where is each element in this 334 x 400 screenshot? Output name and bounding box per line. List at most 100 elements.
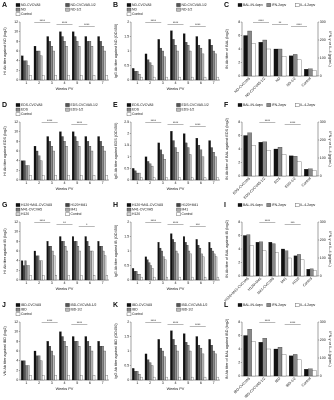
bar (178, 76, 181, 81)
bar (201, 53, 205, 81)
bar (23, 360, 26, 381)
bar (50, 46, 53, 81)
bar (46, 341, 49, 381)
bar (76, 141, 79, 181)
x-tick-label: 5 (187, 381, 189, 385)
legend-label: BAL-IN-4wpv (243, 3, 263, 7)
bar (173, 242, 176, 281)
legend-swatch (266, 103, 271, 107)
panel-label: A (2, 2, 7, 9)
bar (185, 142, 188, 181)
bar (197, 245, 200, 281)
panel: G H120+M41-CVCVA5 H120+M41 M41-CVCVA5 M41 H12… (2, 202, 109, 291)
bar (88, 41, 92, 81)
annotation: **** (40, 19, 46, 23)
legend-swatch (176, 103, 181, 107)
bar (304, 169, 309, 177)
bar (88, 246, 91, 281)
y-axis-title: IgG Ab titer against IB (OD450) (114, 224, 118, 277)
bar (159, 47, 162, 81)
bar (199, 347, 203, 381)
x-tick-label: 7 (213, 181, 215, 185)
bar (52, 150, 55, 181)
bar (101, 146, 104, 181)
bar (84, 336, 88, 381)
bar (29, 275, 32, 281)
bar (148, 362, 152, 381)
bar (288, 155, 294, 177)
bar (172, 39, 175, 81)
x-tick-label: 1 (25, 181, 27, 185)
legend-label: EDS-CVCVA5 (132, 103, 154, 107)
x-tick-label: 7 (213, 381, 215, 385)
bar (213, 253, 216, 281)
y-axis-title: VN Ab titer against IBD (log2) (3, 325, 7, 375)
y-tick-label: 1.5 (124, 334, 129, 338)
panel: H H120+M41-CVCVA5 H120+M41 M41-CVCVA5 M41 H12… (113, 202, 220, 291)
bar (63, 41, 66, 81)
bar (148, 262, 151, 281)
bar (77, 246, 80, 281)
y-tick-label: 0 (238, 274, 240, 278)
y-tick-label: 0 (16, 278, 18, 282)
legend-label: Control (21, 12, 32, 16)
legend-label: H120+M41-CVCVA5 (21, 203, 52, 207)
bar (59, 131, 62, 181)
bar (33, 350, 37, 381)
bar (97, 136, 100, 181)
bar (212, 152, 215, 181)
panel: I BAL-IN-4wpv IFN-2wpv IL-4-2wpv 0 2 4 6 8 IN Ab … (224, 202, 332, 303)
bar (48, 246, 51, 281)
y-tick-label: 2 (16, 168, 18, 172)
bar (90, 150, 94, 181)
y-tick-label: 1.5 (124, 34, 129, 38)
bar (297, 161, 302, 177)
x-tick-label: 3 (162, 81, 164, 85)
legend-label: H120 (21, 212, 29, 216)
legend-label: ND-CVCVA5-1/2 (182, 3, 207, 7)
x-tick-label: 4 (64, 281, 66, 285)
legend-swatch (176, 207, 181, 212)
legend-swatch (15, 12, 21, 16)
bar (84, 36, 88, 81)
bar (189, 154, 192, 181)
y-tick-label: 8 (238, 120, 240, 124)
bar (92, 175, 96, 181)
bar (197, 145, 201, 181)
y-tick-label: 10 (14, 230, 18, 234)
bar (150, 65, 154, 81)
y-tick-label: 10 (14, 130, 18, 134)
bar (187, 45, 190, 81)
bar (103, 50, 106, 81)
bar (259, 241, 263, 277)
x-tick-label: 2 (38, 81, 40, 85)
x-tick-label: Control (301, 76, 312, 87)
y-axis-title: HI Ab titer against ND (log2) (3, 27, 7, 75)
y-tick-label: 6 (238, 333, 240, 337)
bar (297, 359, 302, 377)
bar (273, 348, 279, 377)
bar (86, 241, 89, 281)
legend-label: M41-CVCVA5 (132, 207, 153, 211)
bar (191, 276, 194, 281)
legend-swatch (126, 312, 132, 316)
y-tick-label: 8 (16, 39, 18, 43)
legend-swatch (65, 107, 70, 112)
legend-swatch (126, 307, 132, 312)
legend-swatch (266, 303, 271, 307)
bar (88, 346, 92, 381)
annotation: **** (195, 23, 201, 27)
x-axis-title: Weeks PV (167, 87, 185, 91)
legend-swatch (15, 112, 21, 116)
bar (172, 140, 175, 181)
bar (275, 252, 279, 277)
legend-label: Control (132, 312, 143, 316)
bar (76, 41, 79, 81)
panel: L BAL-IN-4wpv IFN-2wpv IL-4-2wpv 0 2 4 6 8 IN Ab … (224, 302, 332, 399)
annotation: **** (62, 21, 68, 25)
bar (35, 255, 38, 281)
bar (165, 177, 168, 181)
bar (273, 148, 279, 177)
bar (258, 42, 263, 77)
bar (24, 260, 27, 281)
